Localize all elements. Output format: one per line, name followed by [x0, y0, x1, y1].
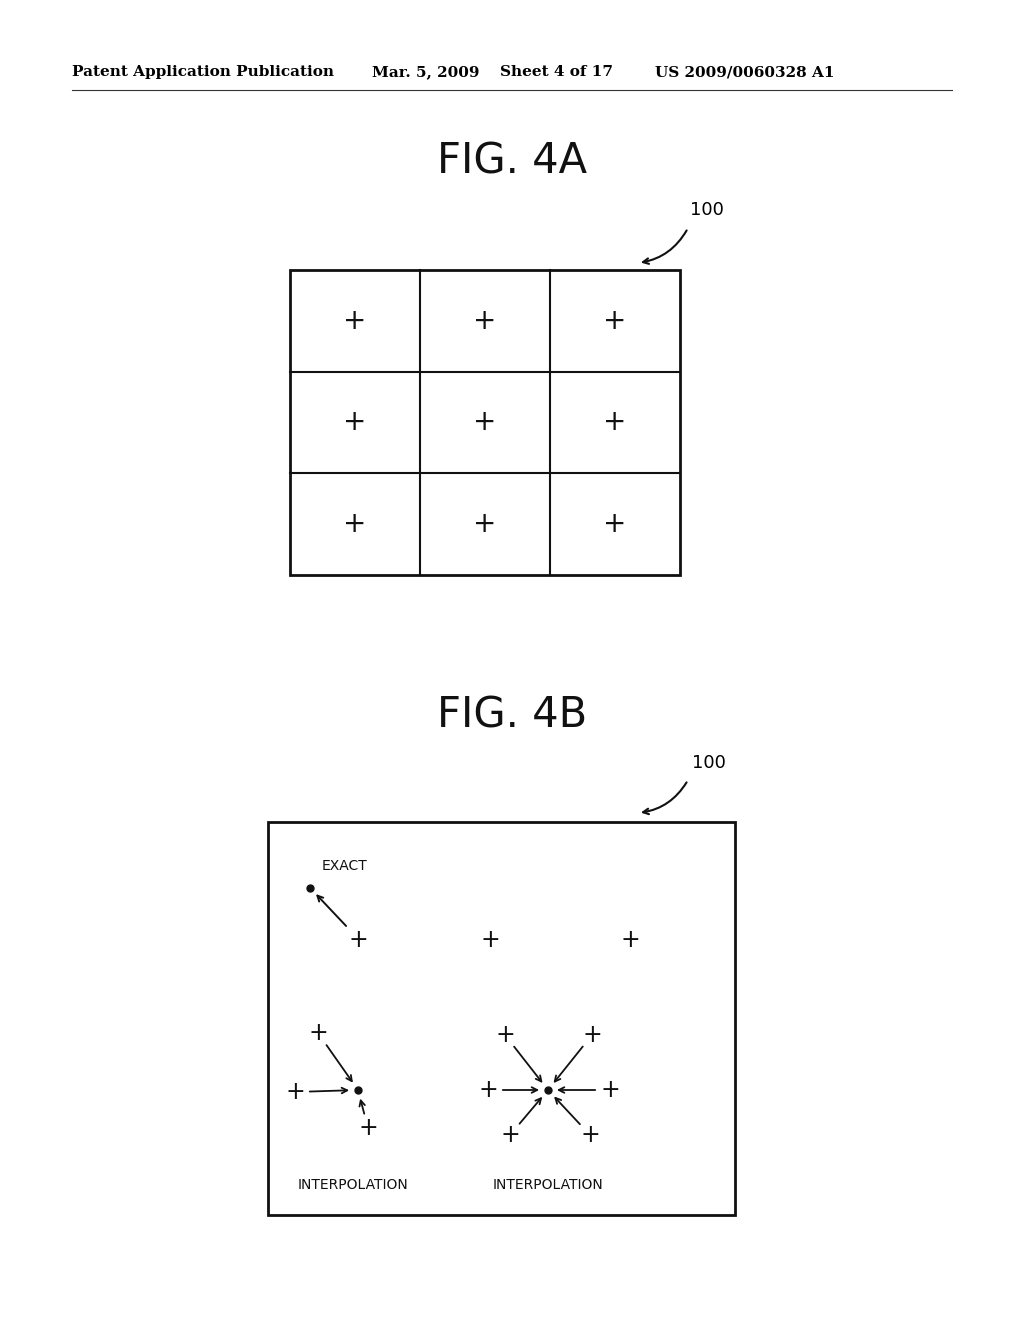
Text: Mar. 5, 2009: Mar. 5, 2009 — [372, 65, 479, 79]
Text: +: + — [500, 1123, 520, 1147]
Text: +: + — [473, 408, 497, 437]
Text: FIG. 4B: FIG. 4B — [437, 694, 587, 737]
Text: +: + — [496, 1023, 515, 1047]
Text: +: + — [600, 1078, 620, 1102]
Bar — [268, 822, 735, 1214]
Text: +: + — [581, 1123, 600, 1147]
Text: +: + — [343, 510, 367, 539]
Text: +: + — [473, 510, 497, 539]
Text: +: + — [603, 408, 627, 437]
Text: +: + — [480, 928, 500, 952]
Text: INTERPOLATION: INTERPOLATION — [298, 1177, 409, 1192]
Text: 100: 100 — [690, 201, 724, 219]
Text: EXACT: EXACT — [322, 859, 368, 873]
Text: +: + — [582, 1023, 602, 1047]
Text: INTERPOLATION: INTERPOLATION — [493, 1177, 603, 1192]
Text: +: + — [308, 1020, 328, 1045]
Text: +: + — [603, 306, 627, 335]
Text: +: + — [343, 408, 367, 437]
Text: +: + — [348, 928, 368, 952]
Text: FIG. 4A: FIG. 4A — [437, 141, 587, 183]
Text: +: + — [603, 510, 627, 539]
Text: +: + — [478, 1078, 498, 1102]
Text: Sheet 4 of 17: Sheet 4 of 17 — [500, 65, 613, 79]
Text: +: + — [285, 1080, 305, 1104]
Text: +: + — [343, 306, 367, 335]
Text: +: + — [621, 928, 640, 952]
Text: US 2009/0060328 A1: US 2009/0060328 A1 — [655, 65, 835, 79]
Text: +: + — [473, 306, 497, 335]
Text: 100: 100 — [692, 754, 726, 772]
Text: +: + — [358, 1115, 378, 1140]
Text: Patent Application Publication: Patent Application Publication — [72, 65, 334, 79]
Bar — [290, 271, 680, 576]
